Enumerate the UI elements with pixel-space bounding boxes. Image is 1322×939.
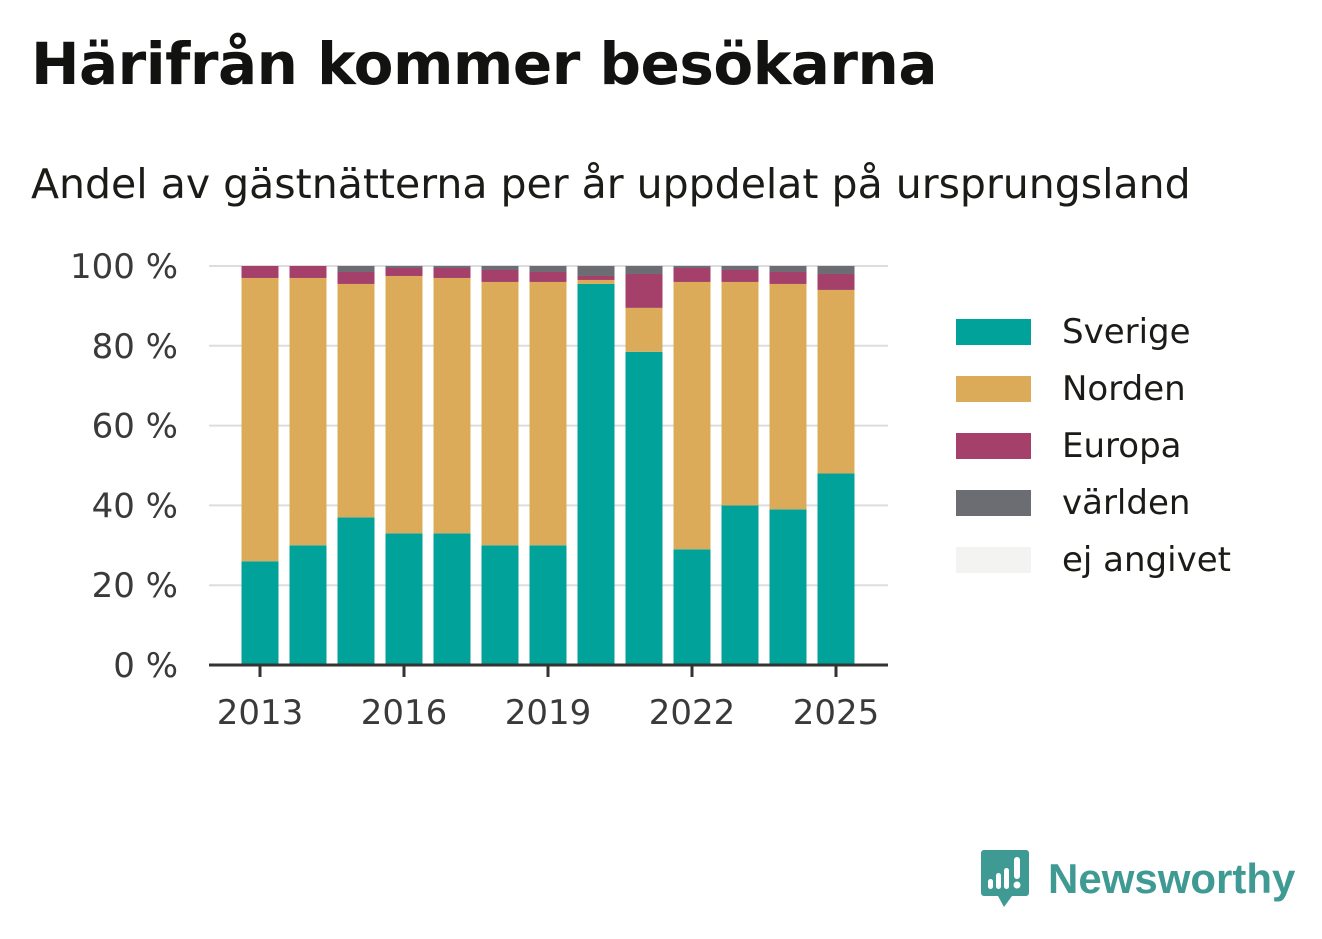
newsworthy-logo: Newsworthy bbox=[980, 848, 1295, 910]
bar-segment bbox=[625, 307, 663, 352]
bar-segment bbox=[433, 266, 471, 268]
legend-item: ej angivet bbox=[956, 531, 1231, 588]
y-tick-label: 60 % bbox=[92, 407, 178, 447]
chart-title: Härifrån kommer besökarna bbox=[31, 30, 937, 98]
bar-segment bbox=[385, 533, 423, 665]
bar-segment bbox=[817, 289, 855, 474]
bar-segment bbox=[529, 545, 567, 665]
bar-segment bbox=[337, 266, 375, 272]
bar-segment bbox=[529, 281, 567, 546]
legend-item: Europa bbox=[956, 417, 1231, 474]
legend-item: Norden bbox=[956, 360, 1231, 417]
bar-segment bbox=[241, 277, 279, 562]
bar-chart-speech-bubble-icon bbox=[981, 850, 1029, 907]
bar-segment bbox=[385, 267, 423, 276]
bar-segment bbox=[769, 271, 807, 284]
bar-segment bbox=[577, 283, 615, 665]
x-tick-label: 2013 bbox=[217, 693, 304, 733]
bar-segment bbox=[625, 266, 663, 274]
bar-segment bbox=[289, 545, 327, 665]
legend-swatch bbox=[956, 489, 1031, 516]
legend-swatch bbox=[956, 318, 1031, 345]
y-tick-label: 20 % bbox=[92, 566, 178, 606]
bar-segment bbox=[241, 561, 279, 665]
y-tick-label: 80 % bbox=[92, 327, 178, 367]
bar-segment bbox=[577, 266, 615, 276]
bar-segment bbox=[625, 273, 663, 308]
bar-segment bbox=[769, 266, 807, 272]
bar-segment bbox=[241, 266, 279, 278]
legend-swatch bbox=[956, 375, 1031, 402]
x-tick-label: 2016 bbox=[361, 693, 448, 733]
legend-label: Europa bbox=[1062, 425, 1182, 466]
bar-segment bbox=[817, 266, 855, 274]
y-tick-label: 40 % bbox=[92, 486, 178, 526]
bar-segment bbox=[577, 275, 615, 280]
bar-segment bbox=[721, 281, 759, 506]
bar-segment bbox=[481, 266, 519, 270]
bar-segment bbox=[769, 509, 807, 665]
brand-name: Newsworthy bbox=[1048, 855, 1296, 902]
x-tick-label: 2019 bbox=[505, 693, 592, 733]
legend-label: ej angivet bbox=[1062, 539, 1231, 580]
bar-segment bbox=[385, 275, 423, 534]
bar-segment bbox=[433, 533, 471, 665]
bar-segment bbox=[673, 267, 711, 282]
bar-segment bbox=[337, 283, 375, 518]
legend-swatch bbox=[956, 546, 1031, 573]
bar-segment bbox=[769, 283, 807, 510]
legend-label: Sverige bbox=[1062, 311, 1191, 352]
bar-segment bbox=[289, 266, 327, 278]
bar-segment bbox=[481, 269, 519, 282]
bar-segment bbox=[577, 279, 615, 284]
bar-segment bbox=[433, 267, 471, 278]
y-tick-label: 0 % bbox=[113, 646, 178, 686]
bar-segment bbox=[817, 473, 855, 665]
legend-label: Norden bbox=[1062, 368, 1186, 409]
bar-segment bbox=[385, 266, 423, 268]
bar-segment bbox=[529, 271, 567, 282]
bar-segment bbox=[289, 277, 327, 546]
bar-segment bbox=[673, 266, 711, 268]
legend-item: Sverige bbox=[956, 303, 1231, 360]
bar-segment bbox=[721, 505, 759, 665]
legend-label: världen bbox=[1062, 482, 1191, 523]
bar-segment bbox=[721, 269, 759, 282]
bar-segment bbox=[673, 281, 711, 550]
bar-segment bbox=[625, 351, 663, 665]
bar-segment bbox=[337, 517, 375, 665]
bar-segment bbox=[481, 545, 519, 665]
chart-legend: Sverige Norden Europa världen ej angivet bbox=[956, 303, 1231, 588]
legend-item: världen bbox=[956, 474, 1231, 531]
bar-segment bbox=[529, 266, 567, 272]
bar-segment bbox=[337, 271, 375, 284]
bar-segment bbox=[721, 266, 759, 270]
y-tick-label: 100 % bbox=[70, 247, 178, 287]
legend-swatch bbox=[956, 432, 1031, 459]
bar-segment bbox=[433, 277, 471, 534]
chart-subtitle: Andel av gästnätterna per år uppdelat på… bbox=[31, 160, 1191, 208]
bar-segment bbox=[817, 273, 855, 290]
bar-segment bbox=[481, 281, 519, 546]
bar-segment bbox=[673, 549, 711, 665]
x-tick-label: 2025 bbox=[793, 693, 880, 733]
x-tick-label: 2022 bbox=[649, 693, 736, 733]
